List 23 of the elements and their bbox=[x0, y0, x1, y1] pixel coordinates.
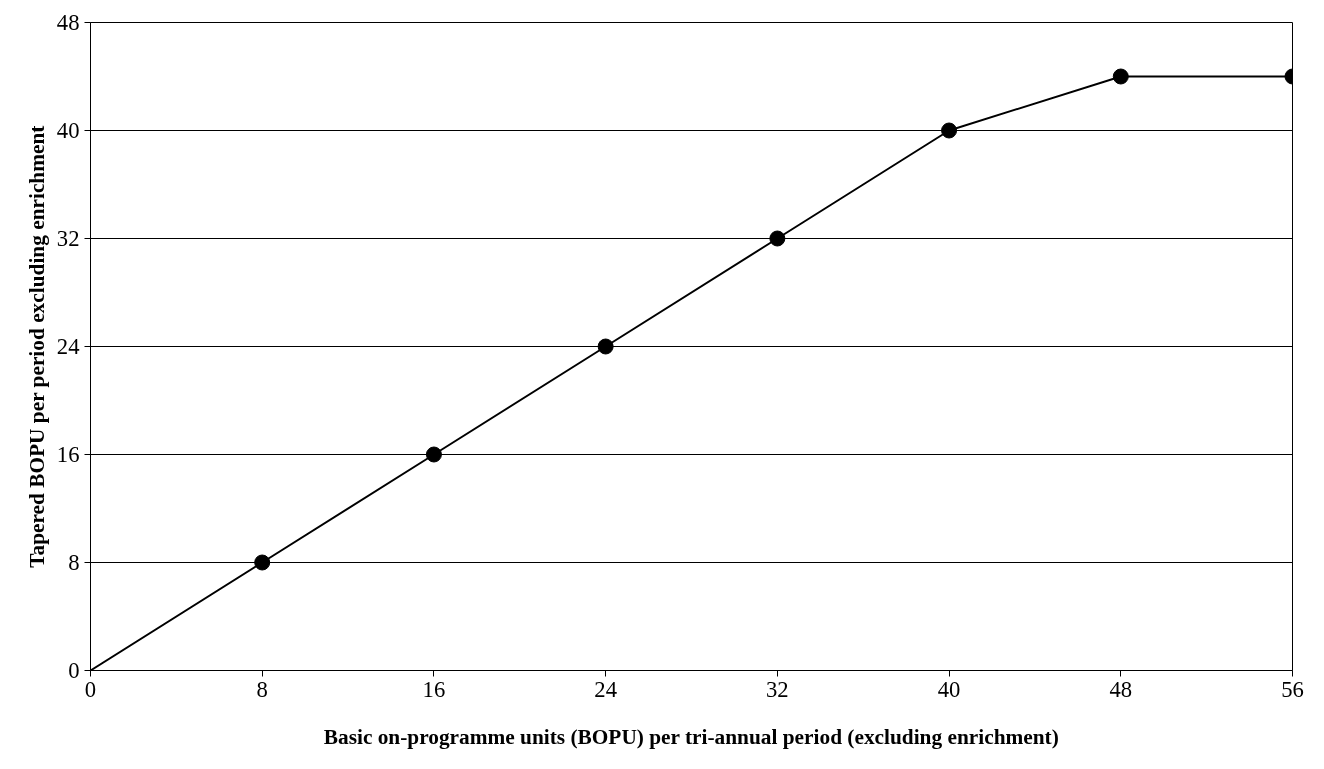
point bbox=[1112, 68, 1129, 85]
point bbox=[597, 338, 614, 355]
x-tick-label: 0 bbox=[84, 676, 97, 702]
x-tick-label: 40 bbox=[937, 676, 961, 702]
y-tick-label: 40 bbox=[56, 118, 80, 143]
x-tick-label: 56 bbox=[1281, 676, 1304, 702]
y-tick-label: 48 bbox=[56, 10, 80, 35]
x-tick-label: 48 bbox=[1109, 676, 1133, 702]
x-tick-label: 24 bbox=[594, 676, 617, 702]
y-tick-label: 0 bbox=[68, 658, 80, 683]
x-tick-label: 32 bbox=[766, 676, 789, 702]
x-axis-title: Basic on-programme units (BOPU) per tri-annual period (excluding enrichment) bbox=[323, 724, 1059, 749]
point bbox=[254, 554, 271, 571]
y-tick-label: 24 bbox=[56, 334, 80, 359]
point bbox=[769, 230, 786, 247]
point bbox=[425, 446, 442, 463]
x-tick-label: 8 bbox=[256, 676, 268, 702]
y-axis-title: Tapered BOPU per period excluding enrichment bbox=[24, 124, 49, 568]
point bbox=[941, 122, 958, 139]
y-tick-label: 32 bbox=[56, 226, 80, 251]
y-tick-label: 8 bbox=[68, 550, 80, 575]
x-tick-label: 16 bbox=[422, 676, 446, 702]
y-tick-label: 16 bbox=[56, 442, 80, 467]
